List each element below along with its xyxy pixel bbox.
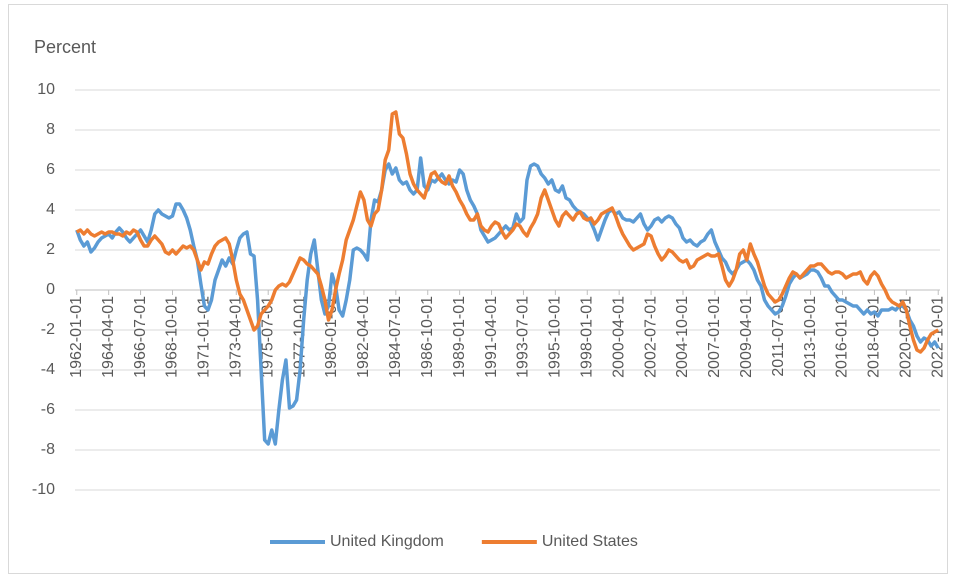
x-tick-label: 1991-04-01 <box>483 296 500 378</box>
x-tick-label: 1966-07-01 <box>132 296 149 378</box>
x-tick-label: 2009-04-01 <box>738 296 755 378</box>
y-tick-label: -8 <box>41 441 55 458</box>
x-tick-label: 1971-01-01 <box>196 296 213 378</box>
x-tick-label: 2022-10-01 <box>929 296 946 378</box>
x-tick-label: 1973-04-01 <box>228 296 245 378</box>
series-line <box>75 156 940 446</box>
x-tick-label: 2011-07-01 <box>770 296 787 377</box>
x-tick-label: 1986-10-01 <box>419 296 436 378</box>
x-tick-label: 1989-01-01 <box>451 296 468 378</box>
y-tick-label: -6 <box>41 401 55 418</box>
legend-label: United Kingdom <box>330 533 444 550</box>
y-tick-label: -2 <box>41 321 55 338</box>
y-tick-label: -10 <box>32 481 55 498</box>
legend-label: United States <box>542 533 638 550</box>
x-tick-label: 1968-10-01 <box>164 296 181 378</box>
x-tick-label: 2000-04-01 <box>610 296 627 378</box>
x-tick-label: 1993-07-01 <box>515 296 532 378</box>
x-tick-label: 2018-04-01 <box>866 296 883 378</box>
y-tick-label: 4 <box>46 201 55 218</box>
x-tick-label: 1995-10-01 <box>547 296 564 378</box>
x-tick-label: 1975-07-01 <box>259 296 276 378</box>
y-tick-label: 2 <box>46 241 55 258</box>
x-tick-label: 2004-10-01 <box>674 296 691 378</box>
x-tick-label: 2007-01-01 <box>706 296 723 378</box>
x-tick-label: 1982-04-01 <box>355 296 372 378</box>
x-tick-label: 2013-10-01 <box>802 296 819 378</box>
y-tick-label: 10 <box>37 81 55 98</box>
x-tick-label: 2002-07-01 <box>642 296 659 378</box>
series-line <box>75 110 940 354</box>
x-tick-label: 1962-01-01 <box>68 296 85 378</box>
y-axis-label: Percent <box>34 37 96 57</box>
y-tick-label: 6 <box>46 161 55 178</box>
y-tick-label: -4 <box>41 361 55 378</box>
x-tick-label: 1984-07-01 <box>387 296 404 378</box>
chart-frame <box>8 4 948 574</box>
y-tick-label: 8 <box>46 121 55 138</box>
y-tick-label: 0 <box>46 281 55 298</box>
x-tick-label: 2016-01-01 <box>834 296 851 378</box>
x-tick-label: 1998-01-01 <box>578 296 595 378</box>
x-tick-label: 1964-04-01 <box>100 296 117 378</box>
